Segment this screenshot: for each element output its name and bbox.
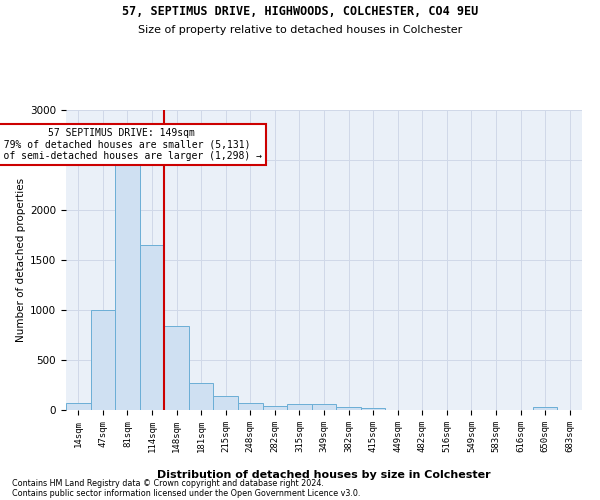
Bar bbox=[189, 383, 214, 410]
Text: 57 SEPTIMUS DRIVE: 149sqm
← 79% of detached houses are smaller (5,131)
20% of se: 57 SEPTIMUS DRIVE: 149sqm ← 79% of detac… bbox=[0, 128, 262, 161]
Bar bbox=[533, 407, 557, 410]
Text: Distribution of detached houses by size in Colchester: Distribution of detached houses by size … bbox=[157, 470, 491, 480]
Y-axis label: Number of detached properties: Number of detached properties bbox=[16, 178, 26, 342]
Bar bbox=[140, 245, 164, 410]
Bar bbox=[336, 407, 361, 410]
Bar bbox=[263, 406, 287, 410]
Bar bbox=[214, 396, 238, 410]
Text: Contains public sector information licensed under the Open Government Licence v3: Contains public sector information licen… bbox=[12, 488, 361, 498]
Bar bbox=[361, 408, 385, 410]
Bar bbox=[287, 404, 312, 410]
Bar bbox=[91, 310, 115, 410]
Text: Size of property relative to detached houses in Colchester: Size of property relative to detached ho… bbox=[138, 25, 462, 35]
Bar bbox=[115, 165, 140, 410]
Bar bbox=[312, 404, 336, 410]
Bar bbox=[238, 402, 263, 410]
Bar bbox=[66, 402, 91, 410]
Text: 57, SEPTIMUS DRIVE, HIGHWOODS, COLCHESTER, CO4 9EU: 57, SEPTIMUS DRIVE, HIGHWOODS, COLCHESTE… bbox=[122, 5, 478, 18]
Bar bbox=[164, 326, 189, 410]
Text: Contains HM Land Registry data © Crown copyright and database right 2024.: Contains HM Land Registry data © Crown c… bbox=[12, 478, 324, 488]
